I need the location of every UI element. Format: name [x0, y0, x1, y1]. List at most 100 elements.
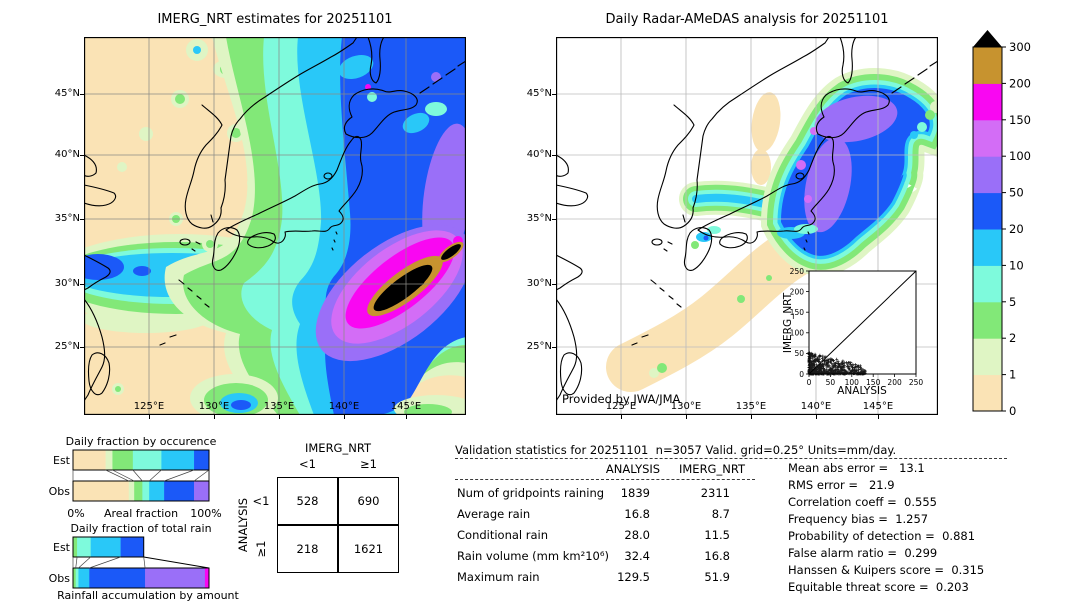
inset-xtick-label: 150 — [866, 378, 881, 387]
contingency-cell: 690 — [357, 494, 380, 508]
colorbar-tick-label: 300 — [1009, 40, 1031, 54]
right-map-lat-tick — [552, 284, 556, 285]
right-map-lat-label: 25°N — [526, 341, 552, 352]
fraction-bar-outline — [72, 449, 210, 471]
left-map-lat-tick — [80, 155, 84, 156]
stat-row-label: Maximum rain — [457, 570, 540, 584]
fraction-segment — [105, 450, 113, 470]
stat-value-imerg: 16.8 — [704, 549, 730, 563]
occurrence-title: Daily fraction by occurence — [66, 435, 217, 448]
left-map-rain-field — [84, 37, 466, 415]
colorbar-labels: 0 1 2 5 10 20 50 100 150 200 300 — [1002, 40, 1031, 418]
colorbar-tick-label: 20 — [1009, 222, 1024, 236]
left-map-lon-tick — [279, 415, 280, 419]
fraction-segment — [77, 537, 91, 557]
rainfall-accumulation-label: Rainfall accumulation by amount — [57, 589, 239, 602]
score-line: Equitable threat score = 0.203 — [788, 580, 969, 594]
alluvial-link — [75, 556, 78, 569]
score-line: False alarm ratio = 0.299 — [788, 546, 938, 560]
left-map-lon-tick — [214, 415, 215, 419]
left-map-lat-tick — [80, 284, 84, 285]
alluvial-link — [143, 556, 146, 569]
colorbar-tick-label: 50 — [1009, 186, 1024, 200]
left-map-lat-label: 45°N — [54, 88, 80, 99]
contingency-cell: 218 — [296, 541, 319, 556]
scatter-points — [807, 351, 867, 376]
colorbar: 0 1 2 5 10 20 50 100 150 200 300 — [972, 30, 1031, 418]
fraction-bar-outline — [72, 480, 210, 502]
alluvial-link — [105, 469, 129, 482]
contingency-cell: 1621 — [353, 541, 384, 556]
left-map-lon-label: 135°E — [263, 401, 295, 412]
left-map-title: IMERG_NRT estimates for 20251101 — [157, 12, 393, 27]
total-rain-title: Daily fraction of total rain — [70, 522, 211, 535]
contingency-table-box: 528 690 218 1621 — [277, 477, 399, 573]
fraction-segment — [128, 481, 135, 501]
inset-xtick-label: 250 — [909, 378, 924, 387]
inset-ytick-label: 50 — [794, 349, 804, 358]
contingency-row-title: ANALYSIS — [236, 497, 250, 553]
right-map-lat-tick — [552, 94, 556, 95]
right-map-lon-tick — [751, 415, 752, 419]
colorbar-segment — [973, 83, 1002, 121]
colorbar-segment — [973, 47, 1002, 84]
est-label: Est — [53, 454, 71, 467]
colorbar-tick-label: 150 — [1009, 113, 1031, 127]
fraction-segment — [161, 450, 195, 470]
alluvial-link — [78, 556, 91, 569]
data-credit: Provided by JWA/JMA — [562, 392, 681, 406]
est-label: Est — [53, 541, 71, 554]
left-map-lon-tick — [149, 415, 150, 419]
right-map-lon-label: 125°E — [605, 401, 637, 412]
fraction-bars-panel: Daily fraction by occurence Est Obs 0% Areal… — [49, 435, 240, 602]
fraction-segment — [204, 568, 210, 588]
alluvial-link — [89, 556, 121, 569]
stat-value-analysis: 32.4 — [624, 549, 650, 563]
score-line: Probability of detection = 0.881 — [788, 529, 976, 543]
inset-axis-ticks: 00 50 50 100 100 150 150 200 200 250 250 — [790, 267, 924, 387]
right-map-lat-label: 40°N — [526, 149, 552, 160]
left-map-lon-label: 140°E — [328, 401, 360, 412]
divider-dashed-header — [455, 479, 755, 480]
left-map-lon-label: 130°E — [198, 401, 230, 412]
contingency-row-label-ge1: ≥1 — [254, 540, 268, 558]
inset-xtick-label: 100 — [845, 378, 860, 387]
left-map-lat-label: 30°N — [54, 278, 80, 289]
right-map-lon-label: 135°E — [735, 401, 767, 412]
inset-ytick-label: 250 — [790, 267, 805, 276]
stat-value-analysis: 1839 — [620, 486, 650, 500]
right-map-lon-label: 145°E — [862, 401, 894, 412]
fraction-segment — [164, 481, 195, 501]
colorbar-tick-label: 2 — [1009, 331, 1016, 345]
colorbar-segment — [973, 119, 1002, 157]
obs-label: Obs — [49, 572, 71, 585]
colorbar-segment — [973, 338, 1002, 376]
fraction-bar-outline — [72, 536, 145, 558]
fraction-segment — [75, 568, 79, 588]
fraction-segment — [132, 450, 162, 470]
inset-ylabel: IMERG_NRT — [782, 292, 794, 353]
areal-fraction-label: Areal fraction — [104, 507, 178, 520]
fraction-segment — [73, 568, 77, 588]
right-map-lat-tick — [552, 155, 556, 156]
left-map-lat-tick — [80, 94, 84, 95]
right-map-title: Daily Radar-AMeDAS analysis for 20251101 — [605, 12, 889, 27]
scatter-marks — [807, 351, 867, 376]
stat-row-label: Rain volume (mm km²10⁶) — [457, 549, 609, 563]
fraction-segment — [120, 537, 145, 557]
left-map-lat-label: 35°N — [54, 213, 80, 224]
stat-value-analysis: 16.8 — [624, 507, 650, 521]
stat-value-analysis: 28.0 — [624, 528, 650, 542]
inset-xtick-label: 0 — [807, 378, 812, 387]
colorbar-segment — [973, 229, 1002, 266]
fraction-segment — [134, 481, 143, 501]
inset-ytick-label: 100 — [790, 329, 805, 338]
left-map-lon-tick — [406, 415, 407, 419]
inset-xtick-label: 50 — [826, 378, 836, 387]
contingency-col-title: IMERG_NRT — [304, 441, 371, 455]
inset-xlabel: ANALYSIS — [837, 385, 887, 397]
inset-xtick-label: 200 — [887, 378, 902, 387]
fraction-segment — [194, 450, 210, 470]
divider-dashed-top — [455, 458, 1007, 459]
